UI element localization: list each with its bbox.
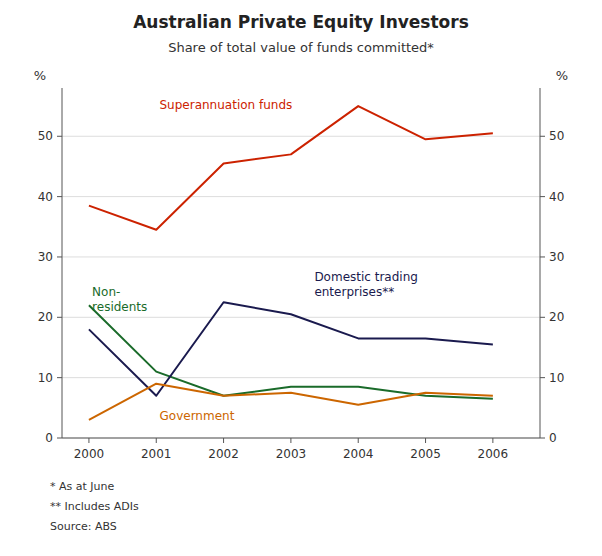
x-tick-label: 2001 bbox=[141, 447, 172, 461]
x-tick bbox=[425, 438, 426, 443]
y-tick bbox=[57, 196, 62, 197]
y-tick bbox=[57, 317, 62, 318]
series-line bbox=[89, 106, 493, 230]
footnote: Source: ABS bbox=[50, 520, 117, 533]
series-label: Non-residents bbox=[92, 285, 147, 314]
x-tick-label: 2002 bbox=[208, 447, 239, 461]
x-tick bbox=[492, 438, 493, 443]
y2-tick bbox=[540, 136, 545, 137]
y2-tick bbox=[540, 196, 545, 197]
footnote: ** Includes ADIs bbox=[50, 500, 139, 513]
series-line bbox=[89, 384, 493, 420]
y2-tick-label: 50 bbox=[549, 129, 564, 143]
footnote: * As at June bbox=[50, 480, 114, 493]
series-label: Superannuation funds bbox=[160, 98, 293, 112]
lines bbox=[89, 106, 493, 420]
series-label: Government bbox=[160, 409, 235, 423]
y2-tick bbox=[540, 317, 545, 318]
y-tick-label: 30 bbox=[38, 250, 53, 264]
y2-tick bbox=[540, 256, 545, 257]
subtitle: Share of total value of funds committed* bbox=[168, 40, 434, 55]
y2-tick-label: 20 bbox=[549, 310, 564, 324]
y2-tick-label: 30 bbox=[549, 250, 564, 264]
y2-tick-label: 0 bbox=[549, 431, 557, 445]
y-tick bbox=[57, 136, 62, 137]
x-axis-line bbox=[62, 438, 540, 439]
series-line bbox=[89, 305, 493, 399]
text-line: enterprises** bbox=[314, 285, 394, 299]
y2-tick bbox=[540, 377, 545, 378]
text-line: Domestic trading bbox=[314, 270, 418, 284]
grid-line bbox=[62, 438, 540, 439]
x-tick bbox=[156, 438, 157, 443]
x-tick-label: 2006 bbox=[478, 447, 509, 461]
y2-axis-line bbox=[540, 88, 541, 438]
y-tick-label: 10 bbox=[38, 371, 53, 385]
y-axis-line bbox=[62, 88, 63, 438]
y-tick bbox=[57, 256, 62, 257]
y-tick-label: 50 bbox=[38, 129, 53, 143]
y-tick bbox=[57, 377, 62, 378]
y2-axis-label: % bbox=[556, 68, 568, 83]
x-tick-label: 2003 bbox=[276, 447, 307, 461]
x-tick bbox=[358, 438, 359, 443]
x-tick bbox=[223, 438, 224, 443]
x-tick-label: 2005 bbox=[410, 447, 441, 461]
y-tick-label: 40 bbox=[38, 190, 53, 204]
grid-line bbox=[62, 377, 540, 378]
y2-tick-label: 40 bbox=[549, 190, 564, 204]
text-line: Non- bbox=[92, 285, 120, 299]
series-line bbox=[89, 302, 493, 396]
text-line: residents bbox=[92, 300, 147, 314]
series-label: Domestic tradingenterprises** bbox=[314, 270, 418, 299]
y-axis-label: % bbox=[34, 68, 46, 83]
grid-line bbox=[62, 256, 540, 257]
y-tick bbox=[57, 438, 62, 439]
x-tick bbox=[290, 438, 291, 443]
grid-line bbox=[62, 196, 540, 197]
y-tick-label: 20 bbox=[38, 310, 53, 324]
title: Australian Private Equity Investors bbox=[133, 12, 469, 32]
y2-tick-label: 10 bbox=[549, 371, 564, 385]
x-tick bbox=[88, 438, 89, 443]
y-tick-label: 0 bbox=[45, 431, 53, 445]
chart: Australian Private Equity Investors Share… bbox=[0, 0, 602, 556]
grid bbox=[62, 136, 540, 438]
x-tick-label: 2000 bbox=[74, 447, 105, 461]
x-tick-label: 2004 bbox=[343, 447, 374, 461]
y2-tick bbox=[540, 438, 545, 439]
